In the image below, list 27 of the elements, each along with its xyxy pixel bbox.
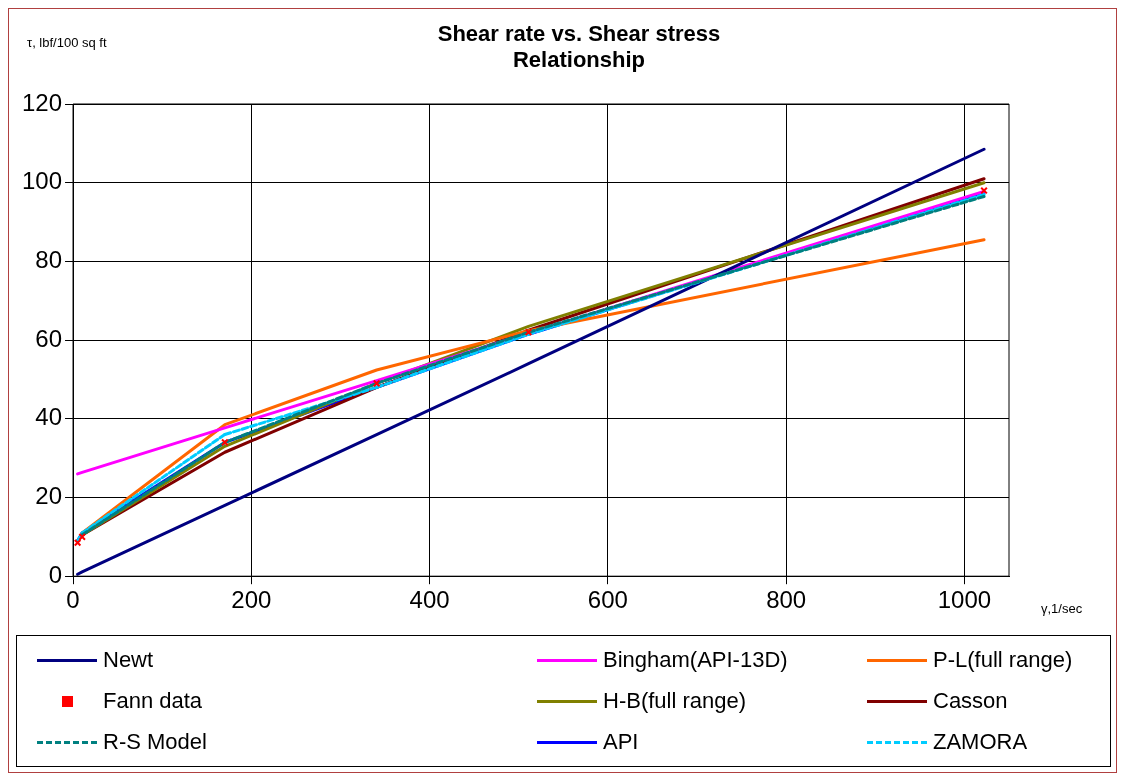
y-tick-label: 80 <box>35 246 63 274</box>
x-tick-label: 1000 <box>937 586 992 614</box>
legend-label: Newt <box>103 647 154 673</box>
legend-label: API <box>603 729 639 755</box>
legend-label: Bingham(API-13D) <box>603 647 788 673</box>
x-tick-label: 600 <box>587 586 628 614</box>
x-axis-title: γ,1/sec <box>1041 601 1083 616</box>
legend-label: P-L(full range) <box>933 647 1073 673</box>
y-tick-label: 20 <box>35 482 63 510</box>
y-tick-label: 0 <box>48 560 63 588</box>
x-tick-label: 0 <box>66 586 80 614</box>
y-axis-title: τ, lbf/100 sq ft <box>27 35 107 50</box>
x-tick-label: 400 <box>409 586 450 614</box>
y-tick-label: 120 <box>22 88 63 116</box>
legend-label: R-S Model <box>103 729 207 755</box>
y-tick-label: 40 <box>35 403 63 431</box>
point <box>524 328 533 337</box>
point <box>372 379 381 388</box>
y-tick-label: 60 <box>35 324 63 352</box>
legend-label: Casson <box>933 688 1008 714</box>
legend-label: H-B(full range) <box>603 688 747 714</box>
chart-title: Shear rate vs. Shear stress Relationship <box>436 21 722 73</box>
legend-label: ZAMORA <box>933 729 1028 755</box>
y-tick-label: 100 <box>22 167 63 195</box>
x-tick-label: 800 <box>766 586 807 614</box>
x-tick-label: 200 <box>231 586 272 614</box>
legend-label: Fann data <box>103 688 203 714</box>
